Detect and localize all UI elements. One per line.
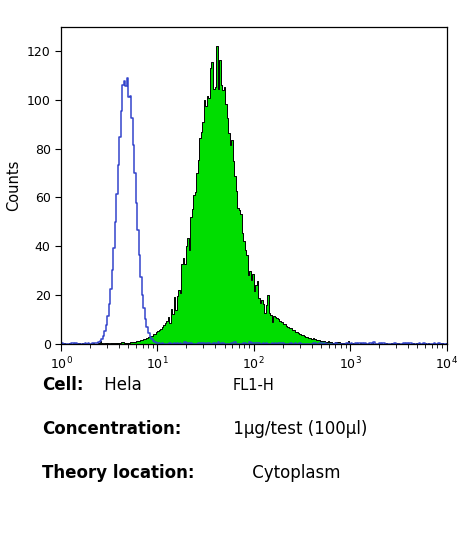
- Text: Concentration:: Concentration:: [42, 420, 182, 438]
- Text: Cell:: Cell:: [42, 376, 84, 394]
- X-axis label: FL1-H: FL1-H: [233, 378, 274, 393]
- Text: Theory location:: Theory location:: [42, 464, 195, 482]
- Text: 1μg/test (100μl): 1μg/test (100μl): [228, 420, 368, 438]
- Text: Cytoplasm: Cytoplasm: [247, 464, 340, 482]
- Y-axis label: Counts: Counts: [6, 159, 21, 211]
- Text: Hela: Hela: [99, 376, 141, 394]
